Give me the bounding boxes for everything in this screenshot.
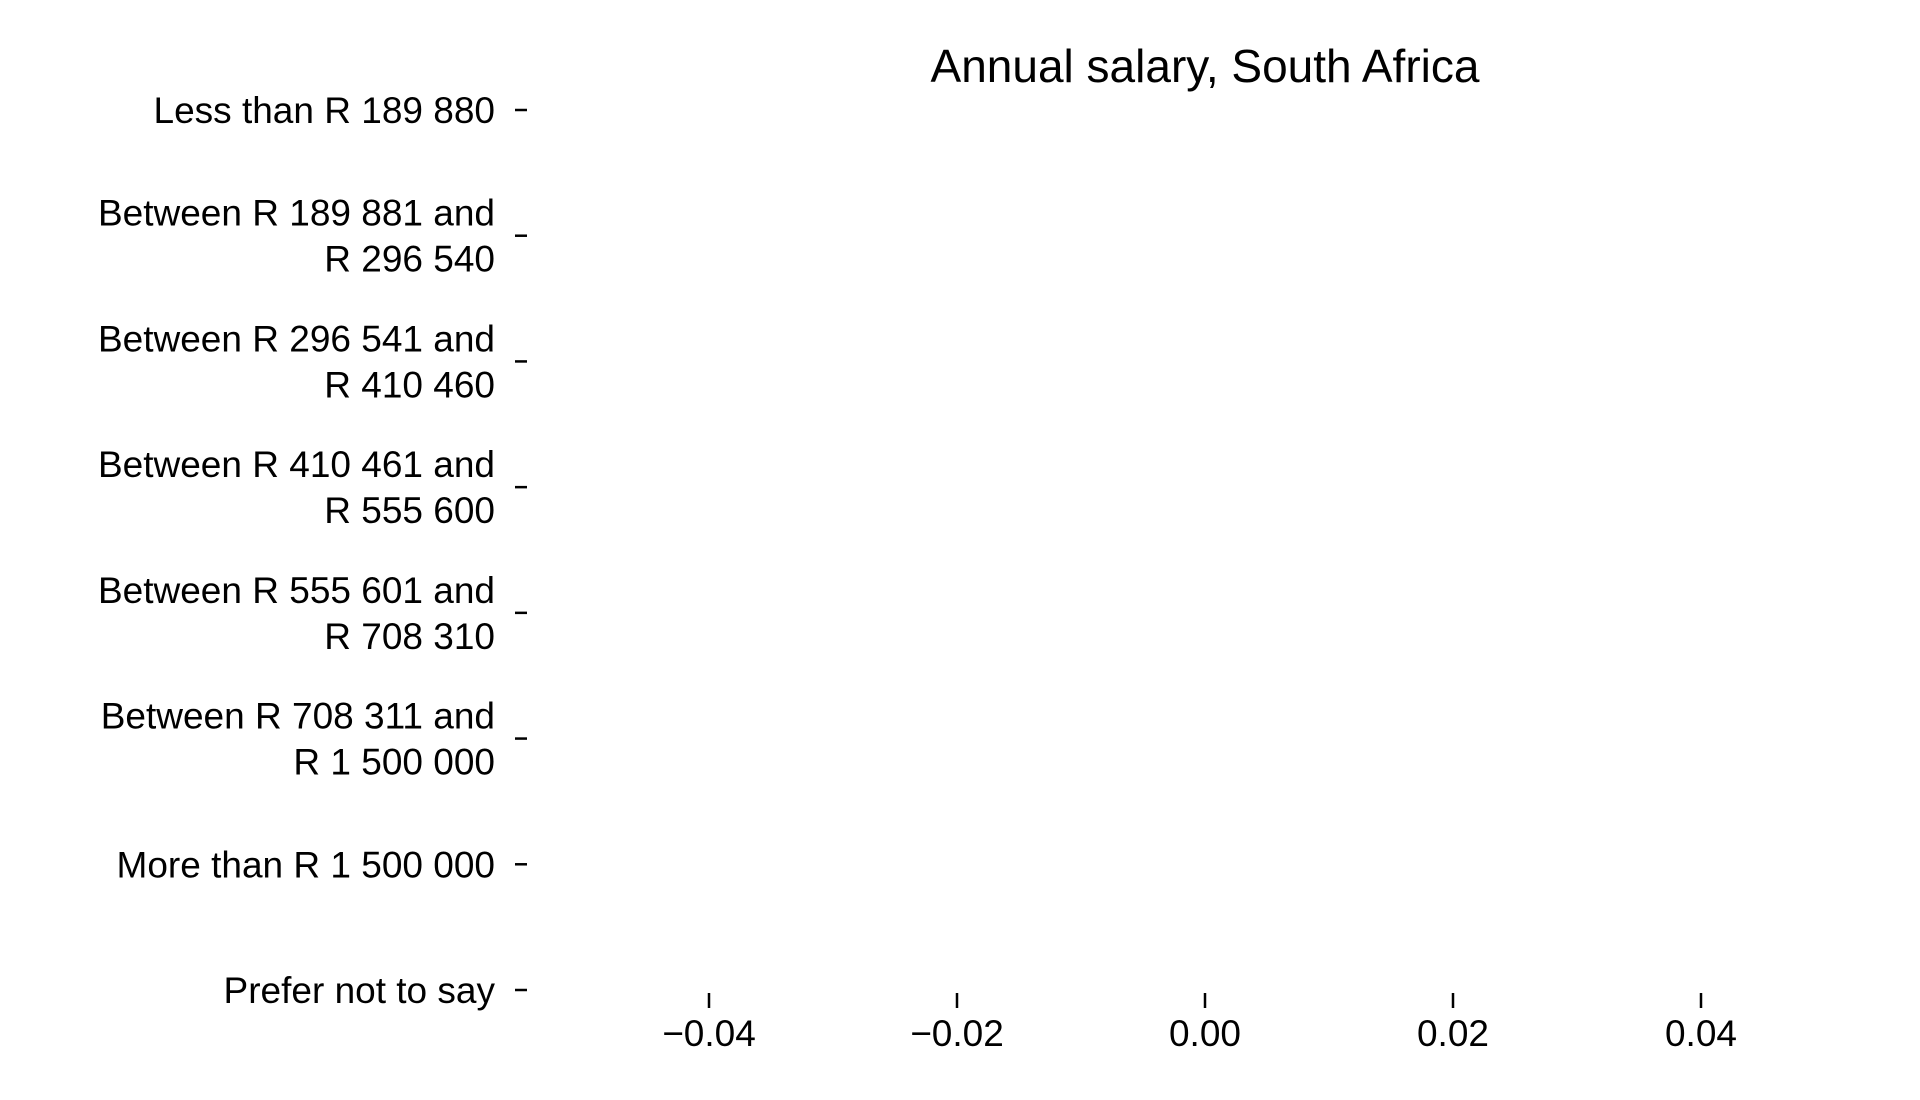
y-tick-label-line: Between R 189 881 and — [98, 193, 495, 234]
y-tick-label: Between R 296 541 and R 410 460 — [98, 318, 495, 405]
y-tick-label-line: Less than R 189 880 — [154, 90, 495, 131]
y-tick-label: Between R 708 311 and R 1 500 000 — [101, 696, 495, 783]
x-tick-label: −0.02 — [910, 1013, 1004, 1054]
y-tick-label-line: Between R 555 601 and — [98, 570, 495, 611]
y-tick-label-line: R 1 500 000 — [293, 742, 495, 783]
x-tick-label: 0.04 — [1665, 1013, 1737, 1054]
x-tick-label: −0.04 — [662, 1013, 756, 1054]
y-tick-label: Prefer not to say — [224, 970, 496, 1011]
y-tick-label: More than R 1 500 000 — [117, 844, 495, 885]
y-tick-label-line: R 296 540 — [324, 239, 495, 280]
y-tick-label: Between R 555 601 and R 708 310 — [98, 570, 495, 657]
y-tick-label-line: R 555 600 — [324, 490, 495, 531]
y-tick-label: Less than R 189 880 — [154, 90, 495, 131]
y-tick-label-line: Prefer not to say — [224, 970, 496, 1011]
chart-title: Annual salary, South Africa — [931, 40, 1480, 92]
x-axis: −0.04 −0.02 0.00 0.02 0.04 — [662, 993, 1737, 1054]
y-tick-label-line: Between R 708 311 and — [101, 696, 495, 737]
x-tick-label: 0.00 — [1169, 1013, 1241, 1054]
y-tick-label-line: R 708 310 — [324, 616, 495, 657]
y-tick-label-line: Between R 410 461 and — [98, 444, 495, 485]
x-tick-label: 0.02 — [1417, 1013, 1489, 1054]
y-tick-label-line: More than R 1 500 000 — [117, 844, 495, 885]
y-tick-label-line: Between R 296 541 and — [98, 318, 495, 359]
y-tick-label: Between R 189 881 and R 296 540 — [98, 193, 495, 280]
y-tick-label: Between R 410 461 and R 555 600 — [98, 444, 495, 531]
y-axis: Less than R 189 880 Between R 189 881 and… — [98, 90, 527, 1011]
y-tick-label-line: R 410 460 — [324, 364, 495, 405]
